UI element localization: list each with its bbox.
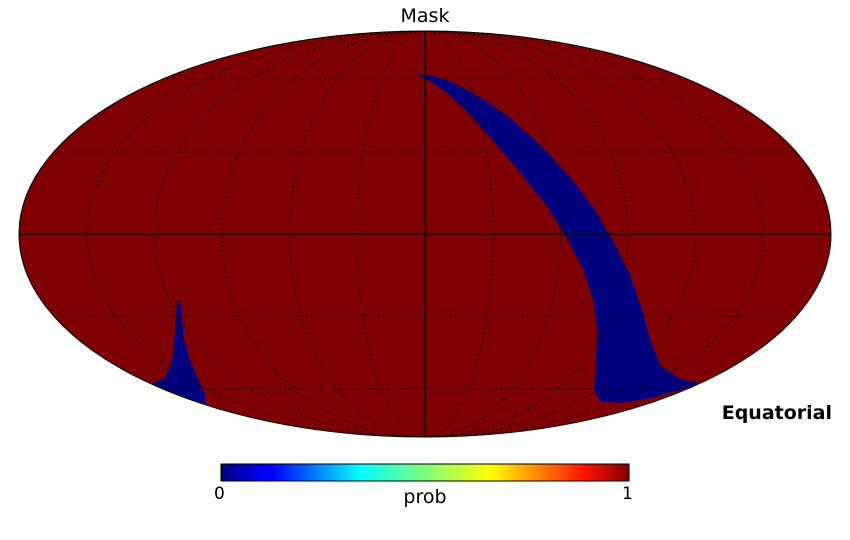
coordinate-system-label: Equatorial [721,402,832,424]
meridian-line [424,31,561,437]
chart-title: Mask [400,5,450,27]
masked-region-arc [416,74,700,403]
map-outline [18,30,832,438]
colorbar-max-label: 1 [622,484,633,504]
meridian-line [86,31,426,437]
colorbar-label: prob [403,486,447,508]
masked-region-left [150,300,205,403]
meridian-line [289,31,426,437]
colorbar [220,463,630,482]
colorbar-min-label: 0 [214,484,225,504]
